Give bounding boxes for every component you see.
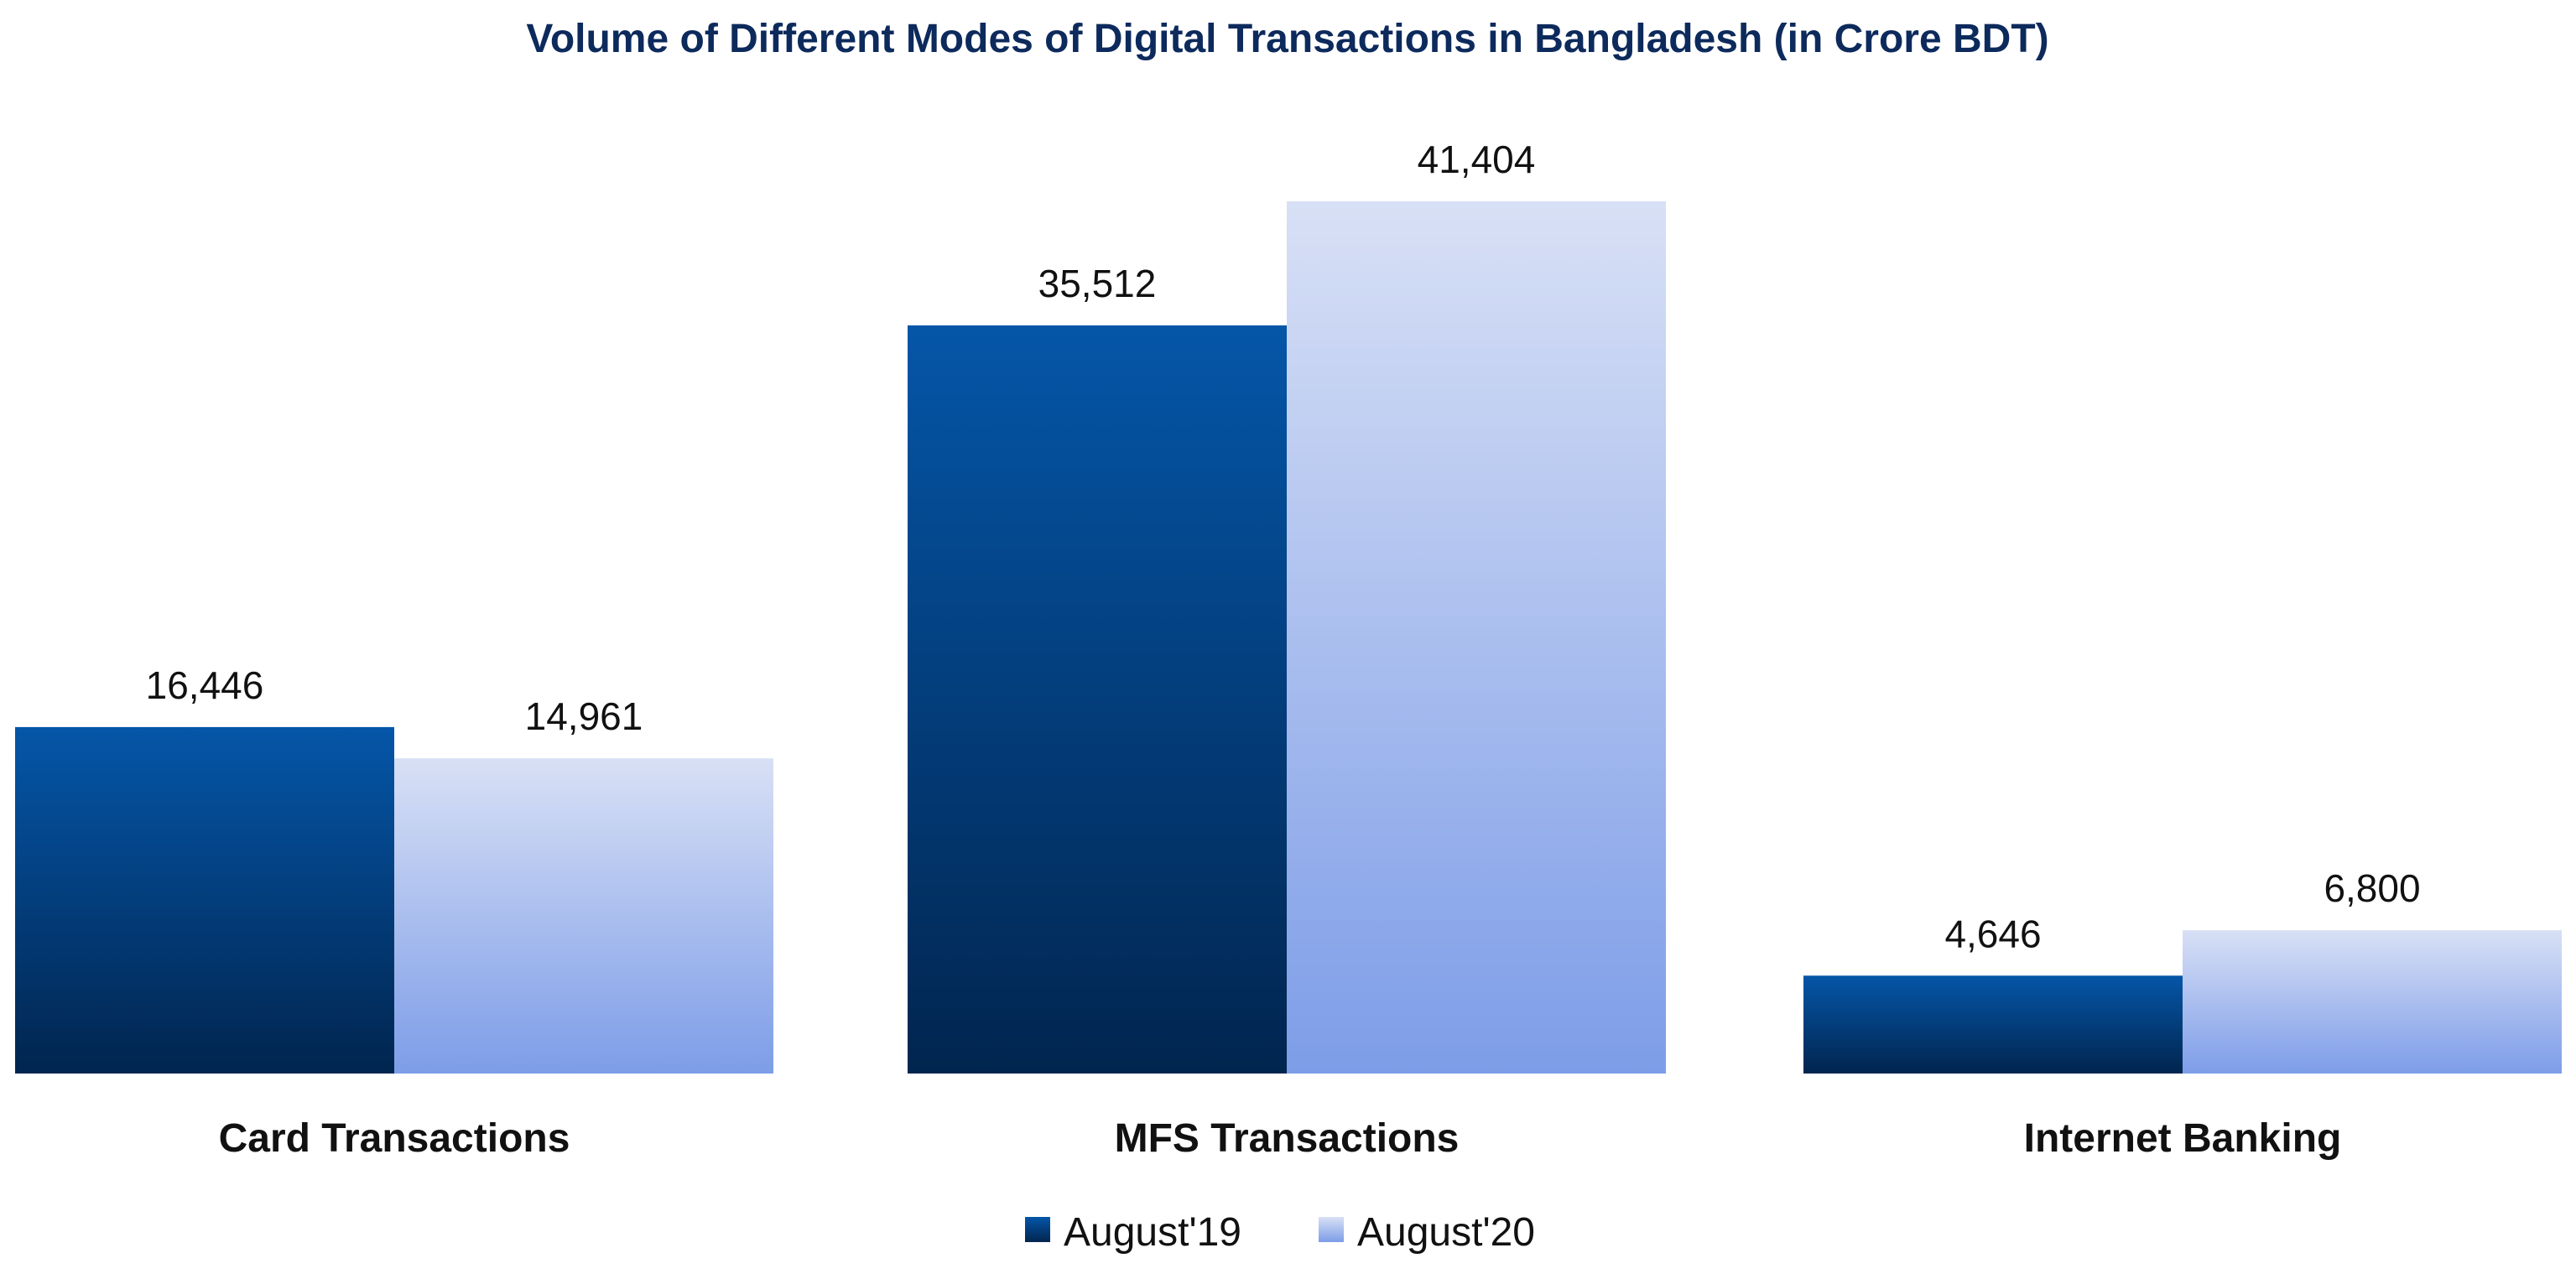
- category-label-mfs-transactions: MFS Transactions: [1115, 1116, 1460, 1161]
- category-label-internet-banking: Internet Banking: [2024, 1116, 2342, 1161]
- legend-swatch-august-19: [1025, 1217, 1050, 1242]
- legend: August'19 August'20: [1025, 1210, 1535, 1255]
- bar-card-transactions-series-0: [15, 726, 394, 1074]
- value-label-mfs-transactions-series-0: 35,512: [1038, 262, 1157, 305]
- value-label-internet-banking-series-1: 6,800: [2324, 866, 2420, 910]
- chart-title: Volume of Different Modes of Digital Tra…: [526, 17, 2048, 61]
- legend-swatch-august-20: [1319, 1217, 1344, 1242]
- value-label-mfs-transactions-series-1: 41,404: [1418, 138, 1536, 181]
- bars-group: [15, 201, 2562, 1074]
- value-label-internet-banking-series-0: 4,646: [1944, 912, 2041, 955]
- legend-label-august-20: August'20: [1357, 1210, 1535, 1255]
- bar-internet-banking-series-0: [1803, 975, 2183, 1074]
- value-labels-group: 16,446 14,961 35,512 41,404 4,646 6,800: [146, 138, 2421, 955]
- bar-internet-banking-series-1: [2183, 930, 2562, 1074]
- legend-label-august-19: August'19: [1064, 1210, 1241, 1255]
- category-label-card-transactions: Card Transactions: [219, 1116, 570, 1161]
- bar-mfs-transactions-series-0: [908, 325, 1287, 1074]
- bar-mfs-transactions-series-1: [1287, 201, 1666, 1074]
- value-label-card-transactions-series-1: 14,961: [525, 694, 643, 738]
- value-label-card-transactions-series-0: 16,446: [146, 663, 264, 707]
- bar-card-transactions-series-1: [394, 758, 773, 1074]
